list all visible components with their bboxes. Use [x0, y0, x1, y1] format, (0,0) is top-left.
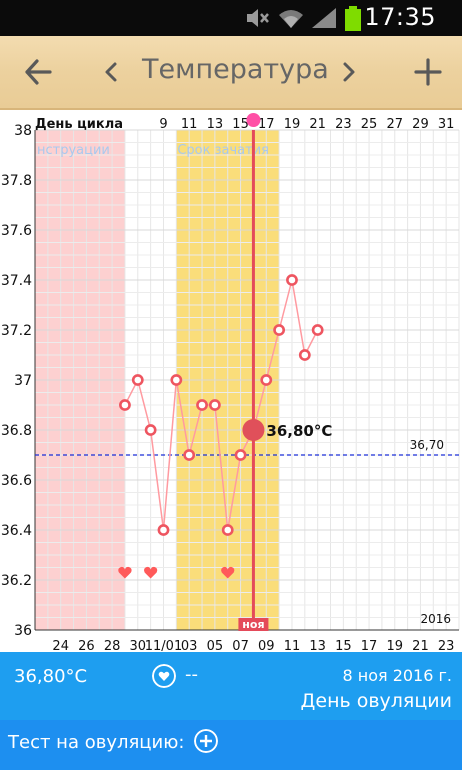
temperature-point [234, 449, 247, 461]
x-tick-label: 09 [258, 639, 275, 652]
temperature-point [144, 424, 157, 436]
x-tick-label: 13 [309, 639, 326, 652]
selected-point [242, 419, 265, 441]
status-bar: 17:35 [0, 0, 462, 36]
y-tick-label: 36.6 [1, 473, 32, 489]
heart-icon[interactable] [152, 664, 176, 688]
temperature-point [311, 324, 324, 336]
y-tick-label: 36.2 [1, 573, 32, 589]
temperature-point [196, 399, 208, 411]
signal-icon [312, 8, 336, 28]
page-title: Температура [142, 54, 329, 85]
x-tick-label: 11/01 [145, 639, 182, 652]
top-tick-label: 25 [361, 117, 378, 132]
cycle-phase: День овуляции [300, 690, 452, 712]
band-label-1: Срок зачатия [177, 143, 269, 158]
top-tick-label: 15 [232, 117, 249, 132]
x-tick-label: 03 [181, 639, 198, 652]
x-tick-label: 28 [104, 639, 121, 652]
x-tick-label: 19 [386, 639, 403, 652]
top-axis-label: День цикла [35, 117, 123, 132]
ovulation-marker-icon [246, 113, 261, 127]
x-tick-label: 24 [52, 639, 69, 652]
temperature-line [124, 279, 319, 531]
status-time: 17:35 [364, 3, 436, 31]
y-tick-label: 38 [14, 123, 32, 139]
x-tick-label: 05 [207, 639, 224, 652]
add-ovulation-test-icon[interactable] [194, 729, 218, 753]
x-tick-label: 17 [361, 639, 378, 652]
ovulation-test-label: Тест на овуляцию: [8, 732, 185, 753]
selected-point-label: 36,80°C [266, 422, 332, 440]
y-tick-label: 37.8 [1, 173, 32, 189]
x-tick-label: 23 [438, 639, 455, 652]
top-tick-label: 23 [335, 117, 352, 132]
coverline-label: 36,70 [410, 438, 444, 452]
top-tick-label: 31 [438, 117, 455, 132]
temperature-point [131, 374, 144, 386]
temperature-point [183, 449, 196, 461]
top-tick-label: 21 [309, 117, 326, 132]
y-tick-label: 36 [14, 623, 32, 639]
month-label: ноя [242, 618, 264, 631]
heart-icon [143, 566, 158, 579]
heart-icon [221, 566, 235, 579]
y-tick-label: 36.4 [1, 523, 32, 539]
top-tick-label: 17 [258, 117, 275, 132]
temperature-point [260, 374, 273, 386]
selected-date: 8 ноя 2016 г. [342, 666, 452, 685]
temperature-point [273, 324, 286, 336]
battery-icon [345, 6, 361, 31]
top-tick-label: 11 [181, 117, 198, 132]
temperature-point [208, 399, 221, 411]
temperature-point [298, 349, 311, 361]
mute-icon [247, 9, 269, 27]
wifi-icon [279, 10, 303, 28]
chevron-left-icon[interactable] [104, 54, 118, 90]
x-tick-label: 11 [284, 639, 301, 652]
y-tick-label: 37.6 [1, 223, 32, 239]
temperature-point [170, 374, 183, 386]
app-header: Температура [0, 36, 462, 110]
x-tick-label: 26 [78, 639, 95, 652]
intercourse-value: -- [185, 664, 198, 685]
temperature-point [157, 524, 170, 536]
top-tick-label: 19 [284, 117, 301, 132]
top-tick-label: 9 [159, 117, 167, 132]
temperature-point [221, 524, 234, 536]
temperature-point [119, 399, 131, 411]
x-tick-label: 07 [232, 639, 249, 652]
y-tick-label: 37.2 [1, 323, 32, 339]
back-arrow-icon[interactable] [24, 54, 52, 90]
plus-icon[interactable] [414, 54, 442, 90]
top-tick-label: 13 [207, 117, 224, 132]
temperature-chart-svg[interactable]: нструации Срок зачатия День цикла 9 11 13 15 17… [0, 108, 462, 652]
heart-icon [118, 566, 132, 579]
selected-day-info-bar: 36,80°C -- 8 ноя 2016 г. День овуляции [0, 652, 462, 720]
x-tick-label: 15 [335, 639, 352, 652]
y-tick-label: 37.4 [1, 273, 32, 289]
temperature-point [286, 274, 298, 286]
year-label: 2016 [420, 612, 451, 626]
x-tick-label: 21 [412, 639, 429, 652]
ovulation-test-bar: Тест на овуляцию: [0, 720, 462, 770]
top-tick-label: 27 [386, 117, 403, 132]
top-tick-label: 29 [412, 117, 429, 132]
temperature-chart[interactable]: нструации Срок зачатия День цикла 9 11 13 15 17… [0, 108, 462, 652]
x-tick-label: 30 [130, 639, 147, 652]
selected-temperature: 36,80°C [14, 666, 88, 687]
y-tick-label: 36.8 [1, 423, 32, 439]
chevron-right-icon[interactable] [342, 54, 356, 90]
band-label-0: нструации [37, 143, 110, 158]
y-tick-label: 37 [14, 373, 32, 389]
month-label-badge [238, 618, 269, 631]
